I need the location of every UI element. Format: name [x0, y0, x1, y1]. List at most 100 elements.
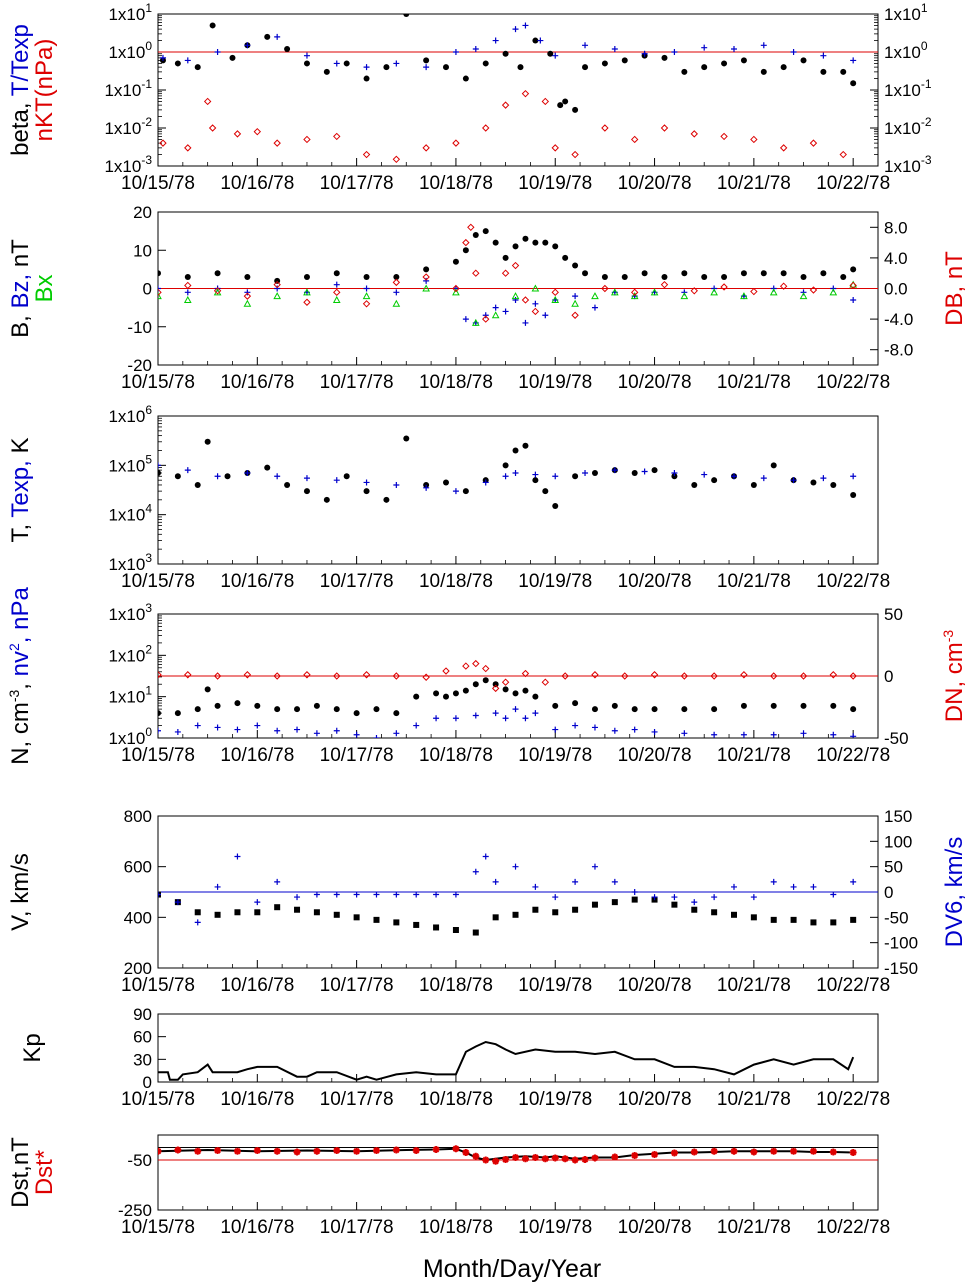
- data-point: [393, 919, 400, 926]
- data-point: [174, 710, 181, 717]
- data-point: [482, 677, 489, 684]
- data-point: [234, 853, 241, 860]
- data-point: [711, 477, 718, 484]
- x-tick-label: 10/15/78: [121, 1217, 195, 1238]
- data-point: [214, 911, 221, 918]
- series-velocity-1: [158, 853, 857, 926]
- data-point: [631, 1152, 639, 1159]
- data-point: [621, 274, 628, 281]
- data-point: [502, 473, 509, 480]
- y-tick-label: 200: [124, 959, 152, 978]
- data-point: [601, 274, 608, 281]
- data-point: [512, 447, 519, 454]
- x-tick-label: 10/16/78: [220, 372, 294, 393]
- data-point: [557, 102, 564, 109]
- data-point: [532, 239, 539, 246]
- data-point: [392, 1146, 400, 1154]
- data-point: [552, 894, 559, 901]
- data-point: [294, 726, 301, 733]
- data-point: [482, 479, 489, 486]
- data-point: [770, 672, 778, 680]
- data-point: [158, 727, 161, 734]
- data-point: [850, 706, 857, 713]
- data-point: [532, 883, 539, 890]
- x-tick-label: 10/21/78: [717, 173, 791, 194]
- data-point: [522, 319, 529, 326]
- data-point: [850, 57, 857, 64]
- data-point: [234, 726, 241, 733]
- data-point: [214, 270, 221, 277]
- data-point: [551, 288, 559, 297]
- data-point: [303, 135, 311, 144]
- data-point: [452, 488, 459, 495]
- x-tick-label: 10/16/78: [220, 975, 294, 996]
- right-axis-label: DV6, km/s: [941, 837, 968, 948]
- series-dst-1: [158, 1145, 857, 1165]
- data-point: [830, 731, 837, 738]
- data-point: [393, 289, 400, 296]
- data-point: [194, 722, 201, 729]
- data-point: [680, 672, 689, 680]
- data-point: [273, 672, 281, 680]
- data-point: [472, 1152, 480, 1160]
- data-point: [591, 1154, 599, 1162]
- x-tick-label: 10/21/78: [717, 571, 791, 592]
- series-beta-0: [159, 14, 857, 113]
- data-point: [740, 270, 747, 277]
- panel-temperature: 1x103 1x104 1x105 1x106 10/15/78 10/16/78 10/1…: [7, 403, 890, 592]
- series-bfield-3: [158, 223, 857, 323]
- data-point: [720, 132, 728, 141]
- data-point: [591, 863, 598, 870]
- x-tick-label: 10/17/78: [320, 173, 394, 194]
- x-tick-label: 10/19/78: [518, 1217, 592, 1238]
- y-tick-label: 1x10-3: [104, 153, 152, 176]
- data-point: [810, 919, 817, 926]
- x-tick-label: 10/21/78: [717, 745, 791, 766]
- x-tick-label: 10/15/78: [121, 745, 195, 766]
- data-point: [482, 1156, 490, 1164]
- x-tick-label: 10/18/78: [419, 372, 493, 393]
- data-point: [393, 710, 400, 717]
- x-tick-label: 10/16/78: [220, 1089, 294, 1110]
- data-point: [541, 678, 550, 686]
- data-point: [273, 292, 282, 300]
- x-tick-label: 10/17/78: [320, 745, 394, 766]
- data-point: [423, 64, 430, 71]
- y-axis-label-secondary: Dst*: [31, 1150, 58, 1195]
- data-point: [850, 916, 857, 923]
- panel-density: 1x100 1x101 1x102 1x103 -50 0 50 10/15/78 10/16/…: [6, 587, 968, 766]
- data-point: [532, 37, 539, 44]
- data-point: [790, 477, 797, 484]
- data-point: [452, 891, 459, 898]
- data-point: [547, 50, 554, 57]
- data-point: [770, 916, 777, 923]
- y-tick-label: 1x10-2: [104, 115, 152, 138]
- x-tick-label: 10/22/78: [816, 1089, 890, 1110]
- right-tick-label: -150: [884, 959, 918, 978]
- y-axis-label-secondary: Bx: [31, 274, 58, 302]
- data-point: [443, 693, 449, 700]
- data-point: [303, 475, 310, 482]
- data-point: [492, 239, 499, 246]
- data-point: [552, 473, 559, 480]
- data-point: [730, 1147, 738, 1155]
- data-point: [532, 710, 539, 717]
- data-point: [303, 274, 310, 281]
- y-tick-label: 400: [124, 908, 152, 927]
- data-point: [274, 727, 281, 734]
- data-point: [829, 288, 838, 296]
- data-point: [274, 706, 281, 713]
- y-tick-label: -10: [127, 318, 152, 337]
- data-point: [273, 280, 281, 289]
- y-tick-label: 30: [133, 1050, 152, 1069]
- data-point: [770, 878, 777, 885]
- y-tick-label-right: 1x10-1: [884, 77, 932, 100]
- data-point: [631, 726, 638, 733]
- data-point: [740, 292, 748, 300]
- data-point: [502, 1156, 510, 1163]
- data-point: [721, 274, 728, 281]
- data-point: [184, 57, 191, 64]
- panel-velocity: 200 400 600 800 -150 -100 -50 0 50 100 150 10/15/78…: [7, 807, 968, 996]
- data-point: [234, 700, 241, 707]
- data-point: [850, 733, 857, 738]
